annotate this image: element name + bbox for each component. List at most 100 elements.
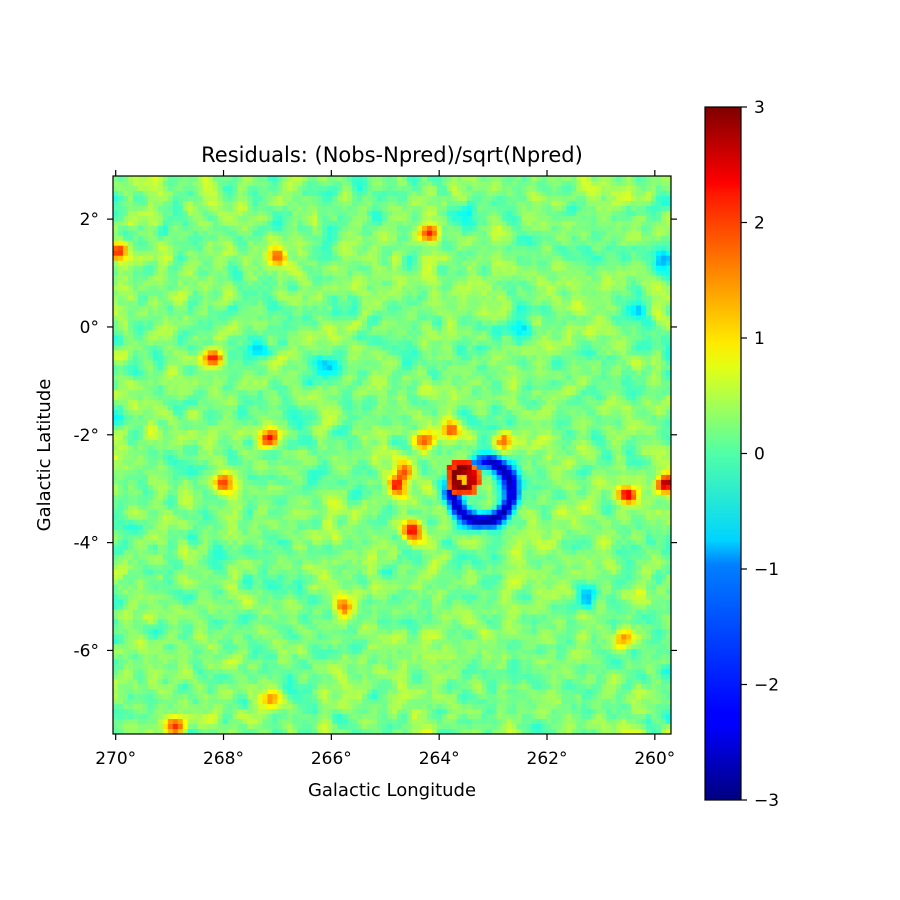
heatmap-cell bbox=[257, 270, 264, 277]
heatmap-cell bbox=[616, 345, 622, 351]
heatmap-cell bbox=[217, 340, 224, 346]
heatmap-cell bbox=[337, 195, 343, 202]
heatmap-cell bbox=[611, 390, 617, 396]
heatmap-cell bbox=[406, 290, 413, 297]
heatmap-cell bbox=[531, 385, 538, 391]
heatmap-cell bbox=[277, 395, 283, 401]
heatmap-cell bbox=[411, 335, 418, 342]
heatmap-cell bbox=[242, 210, 249, 217]
heatmap-cell bbox=[631, 185, 637, 192]
heatmap-cell bbox=[132, 280, 139, 287]
heatmap-cell bbox=[177, 385, 184, 391]
heatmap-cell bbox=[666, 385, 671, 391]
heatmap-cell bbox=[127, 375, 134, 381]
heatmap-cell bbox=[177, 200, 184, 207]
heatmap-cell bbox=[177, 275, 184, 282]
heatmap-cell bbox=[656, 375, 662, 381]
heatmap-cell bbox=[187, 176, 194, 182]
heatmap-cell bbox=[611, 176, 617, 182]
heatmap-cell bbox=[157, 300, 164, 307]
heatmap-cell bbox=[392, 300, 398, 307]
heatmap-cell bbox=[272, 280, 279, 287]
heatmap-cell bbox=[137, 270, 144, 277]
heatmap-cell bbox=[317, 355, 323, 361]
heatmap-cell bbox=[222, 310, 229, 317]
heatmap-cell bbox=[272, 215, 279, 222]
heatmap-cell bbox=[172, 265, 179, 272]
heatmap-cell bbox=[646, 210, 652, 217]
heatmap-cell bbox=[416, 360, 423, 366]
heatmap-cell bbox=[621, 335, 627, 342]
heatmap-cell bbox=[561, 205, 567, 212]
heatmap-cell bbox=[601, 345, 607, 351]
heatmap-cell bbox=[416, 325, 423, 332]
heatmap-cell bbox=[611, 225, 617, 232]
heatmap-cell bbox=[426, 205, 433, 212]
heatmap-cell bbox=[187, 195, 194, 202]
heatmap-cell bbox=[401, 305, 408, 312]
heatmap-cell bbox=[606, 280, 612, 287]
heatmap-cell bbox=[267, 210, 274, 217]
heatmap-cell bbox=[247, 225, 254, 232]
heatmap-cell bbox=[616, 370, 622, 376]
heatmap-cell bbox=[451, 305, 458, 312]
heatmap-cell bbox=[167, 280, 174, 287]
heatmap-cell bbox=[411, 230, 418, 237]
heatmap-cell bbox=[187, 190, 194, 197]
heatmap-cell bbox=[666, 325, 671, 332]
heatmap-cell bbox=[456, 210, 463, 217]
heatmap-cell bbox=[421, 255, 428, 262]
heatmap-cell bbox=[611, 345, 617, 351]
heatmap-cell bbox=[327, 185, 333, 192]
heatmap-cell bbox=[192, 295, 199, 302]
heatmap-cell bbox=[197, 180, 204, 187]
heatmap-cell bbox=[162, 380, 169, 386]
heatmap-cell bbox=[461, 195, 468, 202]
heatmap-cell bbox=[242, 225, 249, 232]
heatmap-cell bbox=[421, 210, 428, 217]
heatmap-cell bbox=[476, 245, 483, 252]
heatmap-cell bbox=[192, 355, 199, 361]
heatmap-cell bbox=[481, 230, 488, 237]
heatmap-cell bbox=[521, 365, 528, 371]
heatmap-cell bbox=[357, 360, 363, 366]
heatmap-cell bbox=[506, 225, 513, 232]
heatmap-cell bbox=[506, 176, 513, 182]
heatmap-cell bbox=[416, 345, 423, 351]
heatmap-cell bbox=[571, 300, 577, 307]
heatmap-cell bbox=[197, 220, 204, 227]
heatmap-cell bbox=[626, 230, 632, 237]
heatmap-cell bbox=[531, 176, 538, 182]
heatmap-cell bbox=[496, 255, 503, 262]
heatmap-cell bbox=[446, 385, 453, 391]
heatmap-cell bbox=[571, 310, 577, 317]
heatmap-cell bbox=[631, 385, 637, 391]
heatmap-cell bbox=[352, 350, 358, 356]
heatmap-cell bbox=[431, 220, 438, 227]
heatmap-cell bbox=[511, 300, 518, 307]
heatmap-cell bbox=[431, 270, 438, 277]
heatmap-cell bbox=[666, 295, 671, 302]
heatmap-cell bbox=[142, 345, 149, 351]
heatmap-cell bbox=[436, 240, 443, 247]
heatmap-cell bbox=[307, 185, 313, 192]
heatmap-cell bbox=[651, 220, 657, 227]
heatmap-cell bbox=[342, 325, 348, 332]
heatmap-cell bbox=[282, 380, 288, 386]
heatmap-cell bbox=[362, 335, 368, 342]
heatmap-cell bbox=[127, 180, 134, 187]
heatmap-cell bbox=[247, 265, 254, 272]
heatmap-cell bbox=[591, 365, 597, 371]
heatmap-cell bbox=[506, 205, 513, 212]
heatmap-cell bbox=[421, 190, 428, 197]
heatmap-cell bbox=[332, 200, 338, 207]
heatmap-cell bbox=[606, 275, 612, 282]
heatmap-cell bbox=[172, 250, 179, 257]
heatmap-cell bbox=[456, 176, 463, 182]
heatmap-cell bbox=[636, 330, 642, 337]
heatmap-cell bbox=[451, 295, 458, 302]
heatmap-cell bbox=[531, 330, 538, 337]
heatmap-cell bbox=[262, 350, 269, 356]
heatmap-cell bbox=[596, 215, 602, 222]
heatmap-cell bbox=[267, 350, 274, 356]
